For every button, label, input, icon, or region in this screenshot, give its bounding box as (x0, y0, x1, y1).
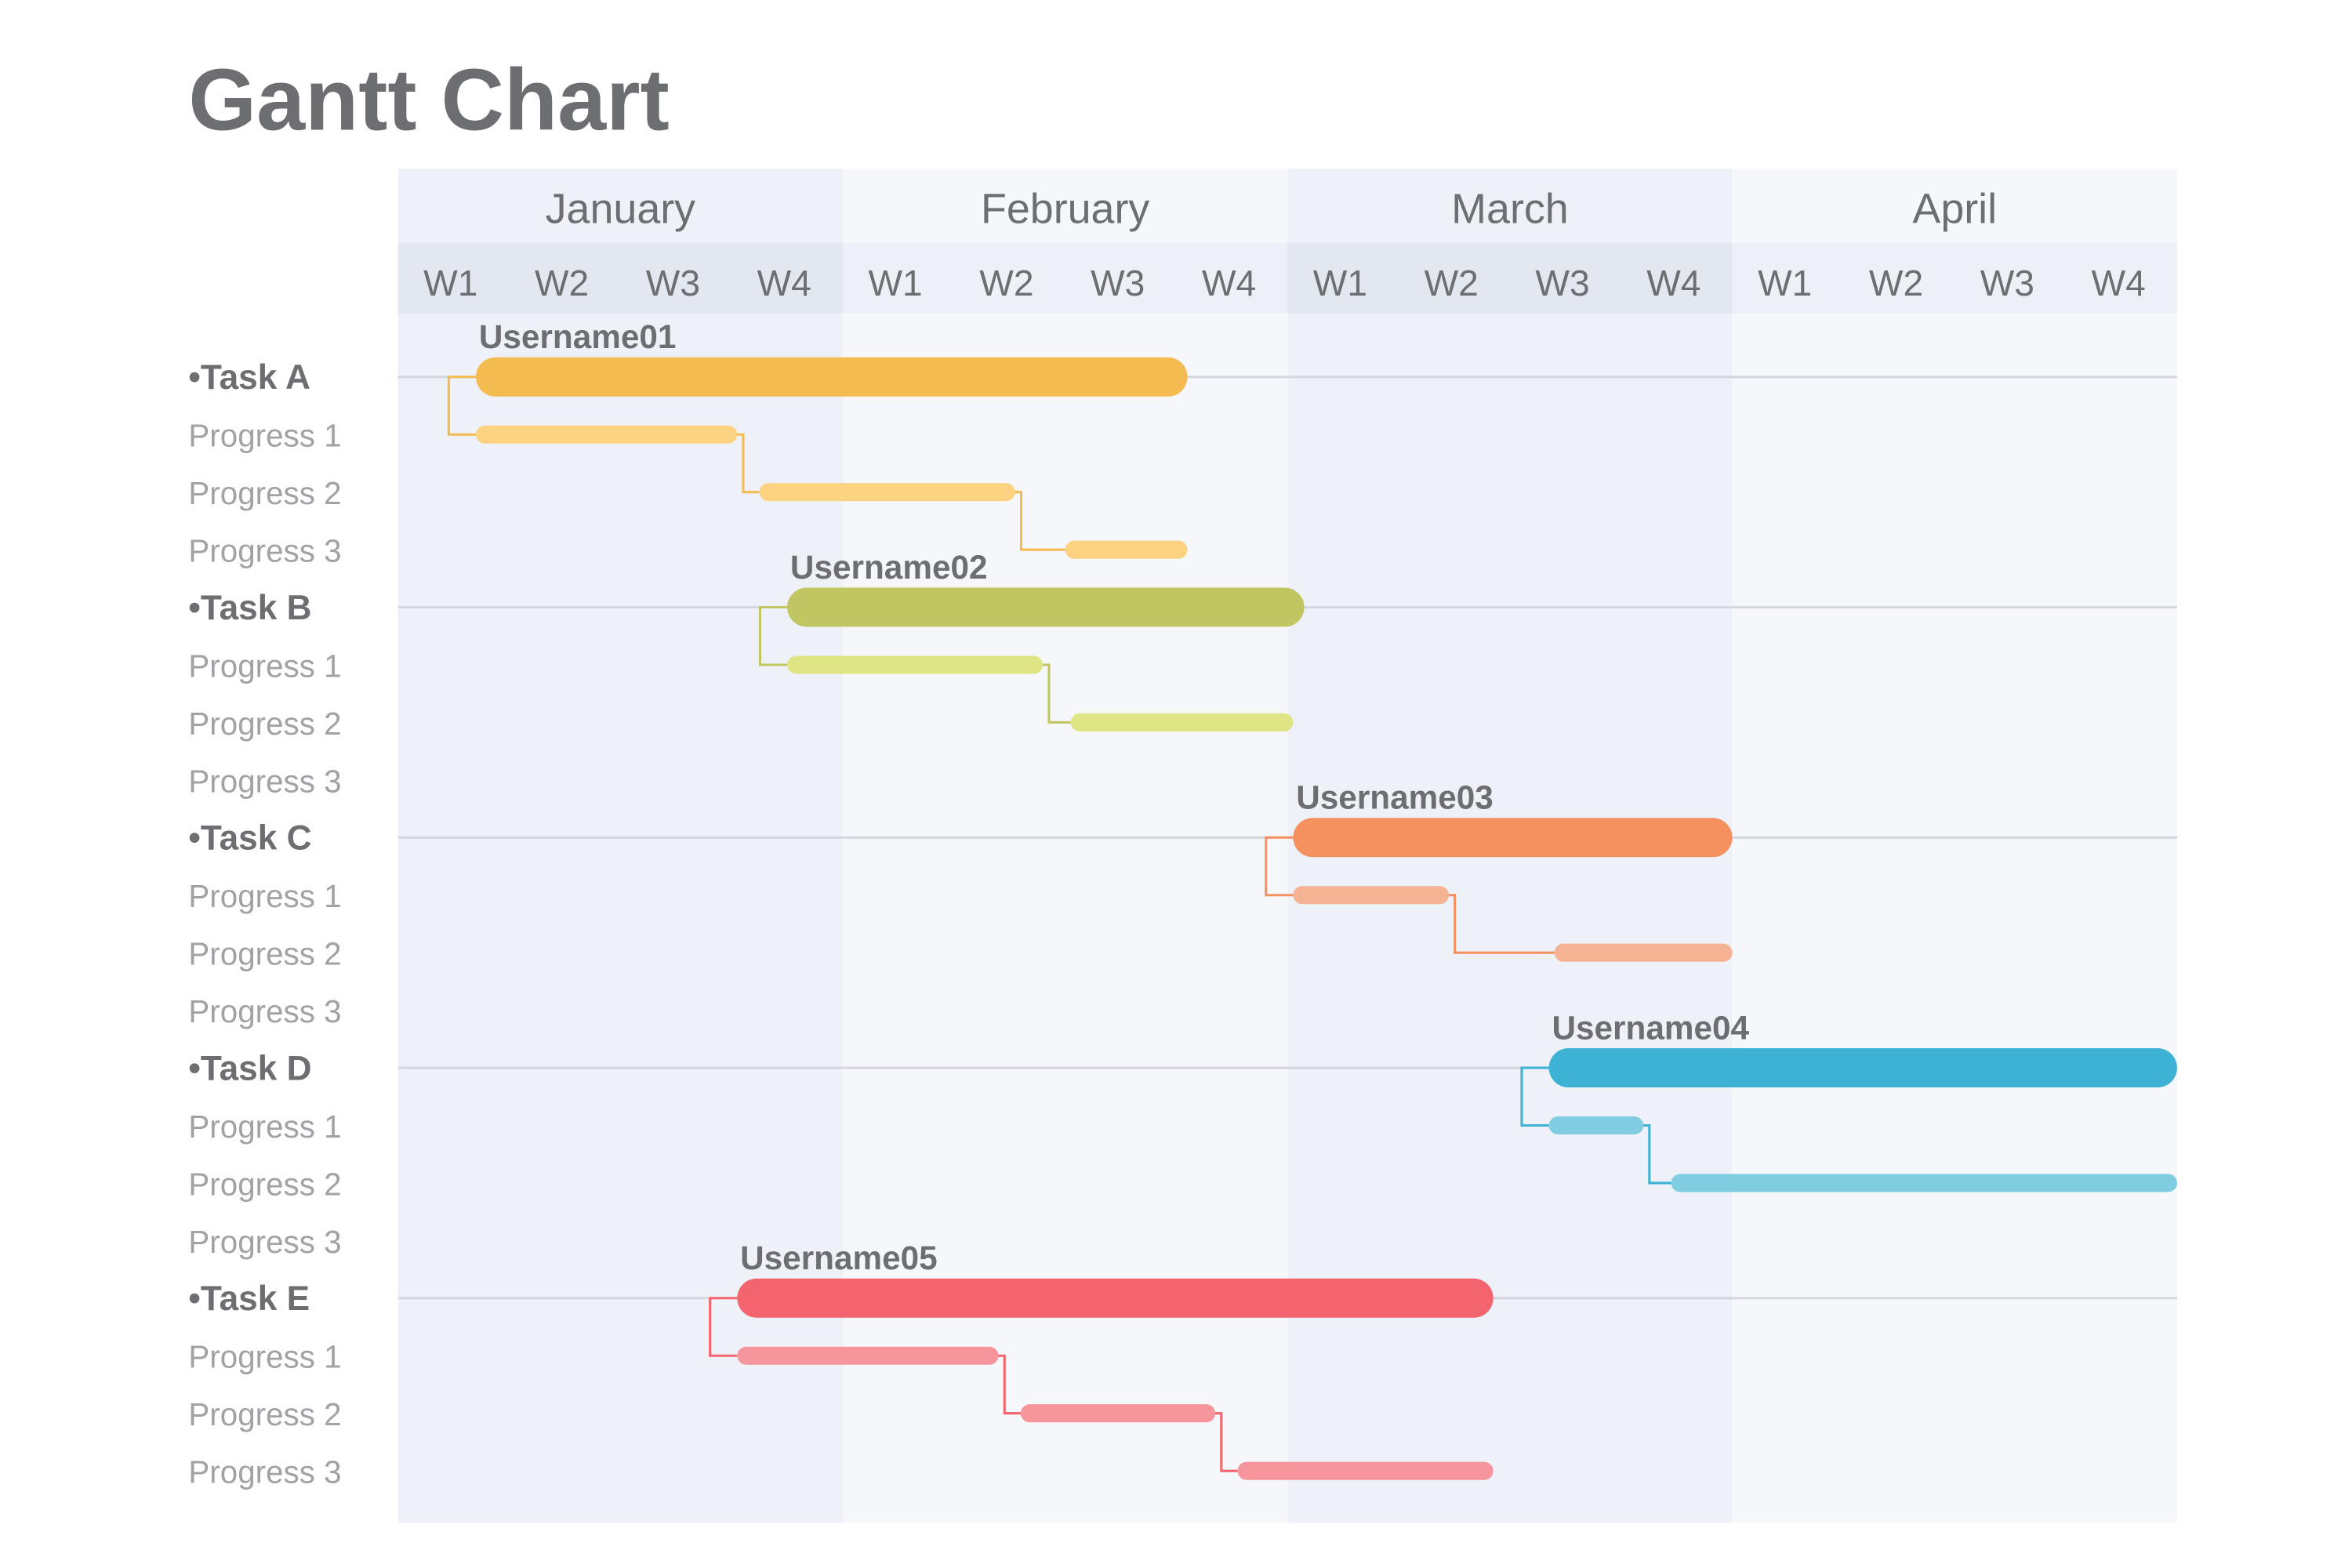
week-label: W3 (1091, 263, 1145, 303)
progress-label: Progress 1 (188, 878, 341, 914)
task-label: •Task A (188, 358, 310, 397)
progress-label: Progress 1 (188, 1109, 341, 1145)
task-label: •Task E (188, 1279, 310, 1318)
progress-bar (759, 483, 1015, 502)
dependency-connector (447, 376, 1065, 551)
progress-label: Progress 3 (188, 533, 341, 569)
progress-label: Progress 2 (188, 475, 341, 511)
month-label: January (546, 186, 696, 233)
week-label: W4 (1202, 263, 1256, 303)
progress-label: Progress 3 (188, 1454, 341, 1490)
progress-bar (1293, 886, 1449, 905)
task-bar (737, 1278, 1494, 1318)
month-label: March (1451, 186, 1569, 233)
progress-label: Progress 1 (188, 648, 341, 684)
progress-label: Progress 2 (188, 936, 341, 972)
week-label: W2 (1869, 263, 1923, 303)
week-label: W1 (423, 263, 477, 303)
assignee-label: Username02 (790, 549, 988, 586)
progress-bar (1237, 1461, 1494, 1480)
week-label: W3 (646, 263, 700, 303)
progress-label: Progress 3 (188, 993, 341, 1029)
progress-label: Progress 2 (188, 1166, 341, 1202)
week-label: W1 (1313, 263, 1367, 303)
week-label: W4 (1646, 263, 1700, 303)
task-bar (475, 357, 1188, 397)
progress-label: Progress 2 (188, 1396, 341, 1432)
month-label: April (1912, 186, 1997, 233)
task-bar (1548, 1048, 2177, 1088)
progress-label: Progress 1 (188, 418, 341, 454)
task-label: •Task D (188, 1049, 311, 1087)
week-label: W1 (868, 263, 922, 303)
progress-bar (1020, 1404, 1216, 1423)
progress-bar (1554, 943, 1733, 962)
assignee-label: Username01 (479, 318, 677, 355)
month-label: February (981, 186, 1149, 233)
week-label: W4 (757, 263, 811, 303)
progress-bar (737, 1346, 999, 1365)
progress-bar (1065, 540, 1188, 559)
task-bar (787, 587, 1305, 627)
task-label: •Task C (188, 819, 311, 858)
assignee-label: Username04 (1552, 1009, 1749, 1046)
progress-bar (1070, 713, 1294, 731)
month-column (1732, 169, 2177, 1523)
progress-bar (1671, 1174, 2177, 1192)
week-band (1732, 242, 2177, 314)
dependency-connector (1265, 836, 1555, 954)
task-label: •Task B (188, 589, 311, 627)
assignee-label: Username05 (740, 1240, 938, 1276)
week-band (397, 242, 843, 314)
week-label: W2 (979, 263, 1033, 303)
progress-bar (475, 425, 738, 444)
progress-label: Progress 2 (188, 706, 341, 742)
progress-bar (1548, 1116, 1644, 1135)
week-label: W2 (535, 263, 589, 303)
week-label: W2 (1425, 263, 1479, 303)
week-label: W3 (1535, 263, 1589, 303)
week-label: W3 (1980, 263, 2034, 303)
week-band (1287, 242, 1733, 314)
week-label: W1 (1758, 263, 1812, 303)
progress-label: Progress 1 (188, 1339, 341, 1375)
assignee-label: Username03 (1296, 779, 1494, 816)
week-band (843, 242, 1288, 314)
progress-bar (787, 655, 1044, 674)
progress-label: Progress 3 (188, 1224, 341, 1260)
progress-label: Progress 3 (188, 763, 341, 799)
task-bar (1293, 818, 1733, 858)
week-label: W4 (2092, 263, 2146, 303)
chart-title: Gantt Chart (188, 50, 669, 148)
